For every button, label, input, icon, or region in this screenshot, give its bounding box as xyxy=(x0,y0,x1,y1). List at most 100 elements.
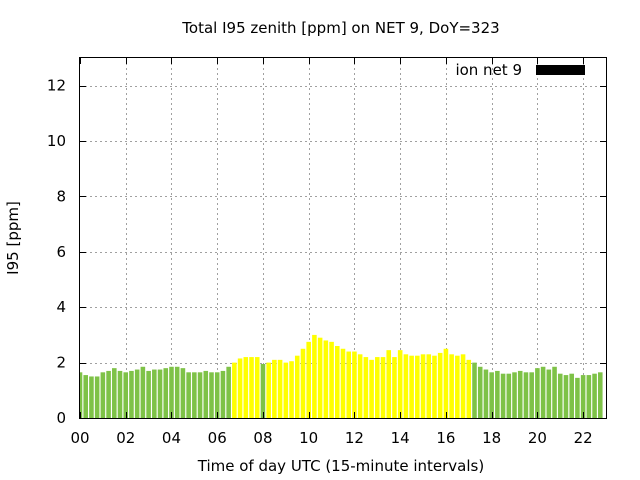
bar xyxy=(575,377,580,418)
bar xyxy=(552,366,557,418)
x-axis: 00 02 04 06 08 10 12 14 16 18 20 22 xyxy=(70,58,593,447)
bar xyxy=(146,370,151,418)
bar xyxy=(169,366,174,418)
bar xyxy=(512,372,517,418)
bar xyxy=(363,357,369,418)
bar xyxy=(243,357,249,418)
y-tick-label: 12 xyxy=(47,77,66,95)
bar xyxy=(489,372,494,418)
bar xyxy=(415,355,420,418)
bar xyxy=(100,372,106,418)
bar xyxy=(192,372,197,418)
bar xyxy=(300,348,306,418)
bar xyxy=(294,355,300,418)
bar xyxy=(432,355,437,418)
legend-label: ion net 9 xyxy=(455,61,522,79)
x-tick-label: 12 xyxy=(345,429,364,447)
bar xyxy=(89,376,94,418)
bars-group xyxy=(80,334,603,418)
bar xyxy=(237,358,243,418)
legend: ion net 9 xyxy=(455,61,585,79)
bar xyxy=(443,348,449,418)
bar xyxy=(306,341,311,418)
bar xyxy=(266,362,271,418)
bar xyxy=(112,368,117,418)
bar xyxy=(106,370,111,418)
x-tick-label: 18 xyxy=(482,429,501,447)
x-tick-label: 04 xyxy=(162,429,181,447)
bar xyxy=(186,372,191,418)
bar xyxy=(369,359,374,418)
bar xyxy=(283,362,289,418)
bar xyxy=(500,373,506,418)
bar xyxy=(477,366,483,418)
x-tick-label: 06 xyxy=(208,429,227,447)
y-tick-label: 10 xyxy=(47,132,66,150)
bar xyxy=(140,366,146,418)
bar xyxy=(226,366,231,418)
x-tick-label: 20 xyxy=(528,429,547,447)
bar xyxy=(289,361,294,418)
bar xyxy=(180,368,186,418)
bar xyxy=(329,341,334,418)
bar xyxy=(232,362,237,418)
chart-title: Total I95 zenith [ppm] on NET 9, DoY=323 xyxy=(181,19,499,37)
bar xyxy=(203,370,209,418)
bar xyxy=(506,373,512,418)
bar xyxy=(254,357,260,418)
bar xyxy=(174,366,180,418)
bar xyxy=(517,370,523,418)
bar xyxy=(598,372,603,418)
bar xyxy=(157,369,163,418)
x-tick-label: 16 xyxy=(436,429,455,447)
bar xyxy=(357,354,363,418)
bar xyxy=(214,372,220,418)
bar xyxy=(80,372,83,418)
bar xyxy=(94,376,100,418)
bar xyxy=(420,354,426,418)
bar xyxy=(346,351,351,418)
bar xyxy=(437,352,443,418)
bar xyxy=(123,372,129,418)
bar xyxy=(529,372,534,418)
plot-frame xyxy=(79,57,607,419)
bar xyxy=(117,370,123,418)
bar xyxy=(495,370,500,418)
bar xyxy=(352,351,357,418)
bar xyxy=(312,334,317,418)
grid-lines xyxy=(80,58,606,418)
bar xyxy=(272,359,277,418)
x-tick-label: 02 xyxy=(116,429,135,447)
bar xyxy=(580,375,586,418)
bar xyxy=(129,370,134,418)
bar xyxy=(535,368,540,418)
bar xyxy=(540,366,546,418)
bar xyxy=(375,357,380,418)
legend-swatch xyxy=(536,65,585,75)
bar xyxy=(563,375,569,418)
y-tick-label: 4 xyxy=(56,298,66,316)
bar xyxy=(523,372,529,418)
x-tick-label: 22 xyxy=(574,429,593,447)
bar xyxy=(380,357,386,418)
bar xyxy=(335,346,340,418)
bar xyxy=(340,348,346,418)
bar xyxy=(392,357,397,418)
y-tick-label: 0 xyxy=(56,409,66,427)
bar xyxy=(209,372,214,418)
bar xyxy=(397,350,403,418)
bar xyxy=(260,364,266,418)
x-tick-label: 14 xyxy=(391,429,410,447)
bar xyxy=(83,375,88,418)
x-tick-label: 10 xyxy=(299,429,318,447)
bar xyxy=(249,357,254,418)
bar xyxy=(455,355,460,418)
y-axis-label: I95 [ppm] xyxy=(4,201,22,275)
y-tick-label: 2 xyxy=(56,354,66,372)
bar xyxy=(134,369,140,418)
bar xyxy=(460,354,466,418)
y-tick-label: 8 xyxy=(56,187,66,205)
bar xyxy=(277,359,283,418)
